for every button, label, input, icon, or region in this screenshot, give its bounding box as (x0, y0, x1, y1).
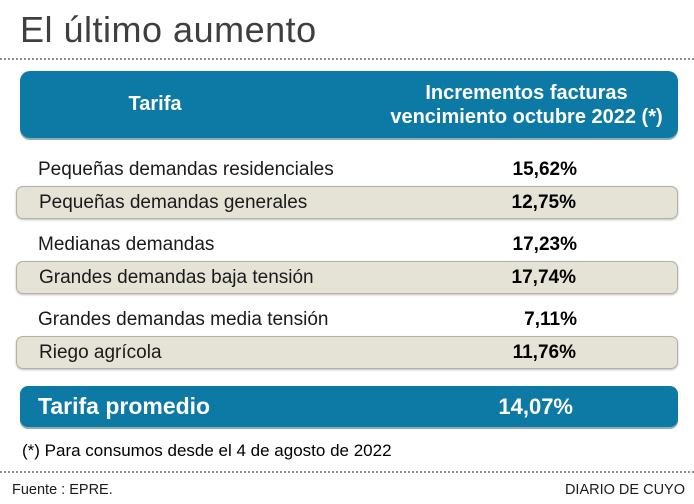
row-label: Grandes demandas media tensión (38, 308, 329, 330)
table-row: Grandes demandas media tensión 7,11% (16, 303, 678, 336)
publisher-brand: DIARIO DE CUYO (564, 482, 685, 498)
header-col-incrementos: Incrementos facturas vencimiento octubre… (290, 81, 678, 129)
summary-label: Tarifa promedio (38, 393, 211, 419)
row-value: 12,75% (511, 191, 576, 213)
row-label: Grandes demandas baja tensión (39, 266, 314, 288)
row-value: 17,74% (511, 266, 576, 288)
row-value: 17,23% (512, 233, 577, 255)
header-col-incrementos-line2: vencimiento octubre 2022 (*) (390, 105, 663, 128)
table-row: Pequeñas demandas generales 12,75% (16, 186, 678, 219)
header-col-incrementos-line1: Incrementos facturas (425, 81, 628, 104)
source-credit: Fuente : EPRE. (12, 482, 113, 498)
row-label: Riego agrícola (39, 341, 162, 363)
table-row: Grandes demandas baja tensión 17,74% (16, 261, 678, 294)
bottom-dotted-divider (0, 471, 694, 473)
row-value: 11,76% (512, 341, 576, 363)
footer: Fuente : EPRE. DIARIO DE CUYO (0, 482, 694, 498)
page-title: El último aumento (20, 9, 317, 50)
footnote: (*) Para consumos desde el 4 de agosto d… (22, 441, 392, 460)
top-dotted-divider (0, 58, 694, 60)
summary-row: Tarifa promedio 14,07% (20, 386, 678, 427)
table-row: Medianas demandas 17,23% (16, 228, 678, 261)
table-body: Pequeñas demandas residenciales 15,62% P… (16, 153, 678, 369)
row-value: 7,11% (524, 308, 577, 330)
table-header: Tarifa Incrementos facturas vencimiento … (20, 71, 678, 138)
table-row: Pequeñas demandas residenciales 15,62% (16, 153, 678, 186)
row-value: 15,62% (512, 158, 577, 180)
header-col-tarifa: Tarifa (128, 93, 182, 115)
row-label: Pequeñas demandas generales (39, 191, 308, 213)
row-label: Medianas demandas (38, 233, 215, 255)
table-row: Riego agrícola 11,76% (16, 336, 678, 369)
summary-value: 14,07% (498, 393, 573, 419)
row-label: Pequeñas demandas residenciales (38, 158, 334, 180)
